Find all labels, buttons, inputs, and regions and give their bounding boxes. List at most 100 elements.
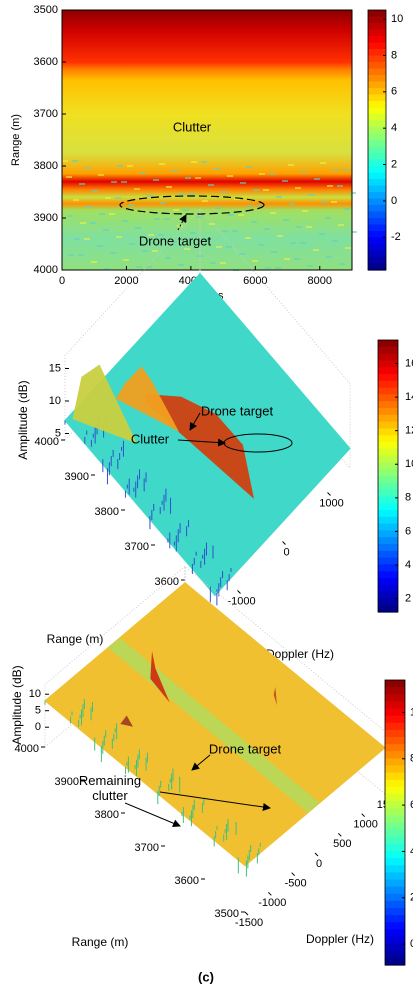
heatmap-texture xyxy=(197,255,203,257)
x-tick-label: 3800 xyxy=(95,506,119,518)
heatmap-texture xyxy=(265,267,271,269)
colorbar-cell xyxy=(385,737,405,745)
colorbar-cell xyxy=(385,801,405,809)
heatmap-texture xyxy=(116,236,122,238)
colorbar-cell xyxy=(368,250,386,258)
colorbar-tick-label: 4 xyxy=(405,559,411,571)
colorbar-cell xyxy=(368,23,386,31)
heatmap-texture xyxy=(216,246,222,248)
colorbar-tick-label: 6 xyxy=(391,86,397,98)
heatmap-texture xyxy=(92,190,98,192)
heatmap-texture xyxy=(104,268,110,270)
colorbar-cell xyxy=(378,401,398,409)
heatmap-texture xyxy=(345,247,351,249)
heatmap-texture xyxy=(140,172,146,174)
colorbar-cell xyxy=(368,75,386,83)
heatmap-texture xyxy=(350,192,356,194)
colorbar-cell xyxy=(385,815,405,824)
colorbar-cell xyxy=(385,751,405,759)
colorbar-cell xyxy=(385,843,405,852)
colorbar-cell xyxy=(368,153,386,161)
heatmap-texture xyxy=(227,175,233,177)
colorbar-cell xyxy=(368,114,386,122)
y-tick xyxy=(361,813,366,818)
heatmap-texture xyxy=(117,165,123,167)
colorbar-cell xyxy=(378,489,398,497)
z-tick-label: 15 xyxy=(49,362,61,374)
colorbar-cell xyxy=(385,957,405,966)
colorbar-cell xyxy=(385,701,405,710)
annotation-arrow xyxy=(177,214,187,231)
colorbar-cell xyxy=(368,107,386,115)
colorbar-cell xyxy=(385,836,405,845)
y-tick xyxy=(244,911,249,916)
colorbar-cell xyxy=(378,523,398,531)
colorbar-tick-label: 8 xyxy=(405,492,411,504)
heatmap-texture xyxy=(166,186,172,188)
plot-frame xyxy=(61,9,353,271)
z-tick-label: 0 xyxy=(35,721,41,733)
heatmap-texture xyxy=(314,178,320,180)
x-tick-label: 3600 xyxy=(155,576,179,588)
colorbar-cell xyxy=(385,872,405,881)
colorbar-cell xyxy=(378,557,398,565)
x-tick-label: 3700 xyxy=(125,541,149,553)
colorbar-frame xyxy=(384,679,406,966)
z-tick-label: 5 xyxy=(55,427,61,439)
colorbar-cell xyxy=(385,886,405,895)
heatmap-texture xyxy=(226,246,232,248)
z-tick-label: 5 xyxy=(35,705,41,717)
colorbar-cell xyxy=(378,455,398,463)
colorbar-cell xyxy=(385,822,405,831)
heatmap-texture xyxy=(164,218,170,220)
colorbar-cell xyxy=(385,922,405,930)
colorbar-cell xyxy=(385,929,405,938)
annotation: Clutter xyxy=(131,431,170,446)
colorbar-cell xyxy=(378,414,398,423)
heatmap-texture xyxy=(86,206,92,208)
heatmap-texture xyxy=(134,188,140,190)
heatmap-texture xyxy=(215,207,221,209)
heatmap-texture xyxy=(271,251,277,253)
colorbar-cell xyxy=(378,584,398,593)
colorbar-cell xyxy=(378,476,398,484)
heatmap-texture xyxy=(246,166,252,168)
heatmap-texture xyxy=(185,177,191,179)
y-tick-label: 1000 xyxy=(353,819,377,831)
heatmap-texture xyxy=(308,194,314,196)
colorbar-cell xyxy=(378,503,398,511)
heatmap-texture xyxy=(257,205,263,207)
annotation: Drone target xyxy=(139,233,212,248)
heatmap-texture xyxy=(326,256,332,258)
colorbar-cell xyxy=(368,88,386,96)
heatmap-texture xyxy=(339,263,345,265)
colorbar-cell xyxy=(385,786,405,795)
heatmap-texture xyxy=(152,250,158,252)
heatmap-texture xyxy=(127,165,133,167)
z-axis-label: Amplitude (dB) xyxy=(10,665,24,744)
heatmap-texture xyxy=(115,197,121,199)
colorbar-cell xyxy=(368,244,386,252)
heatmap-texture xyxy=(135,227,141,229)
heatmap-texture xyxy=(153,179,159,181)
colorbar-cell xyxy=(368,94,386,102)
y-tick-label: 3700 xyxy=(34,108,58,120)
heatmap-texture xyxy=(294,258,300,260)
heatmap-texture xyxy=(97,245,103,247)
colorbar-cell xyxy=(378,394,398,402)
colorbar-cell xyxy=(378,530,398,538)
heatmap-texture xyxy=(172,170,178,172)
heatmap-texture xyxy=(259,173,265,175)
heatmap-texture xyxy=(111,181,117,183)
colorbar-cell xyxy=(368,68,386,76)
heatmap-texture xyxy=(136,266,142,268)
heatmap-texture xyxy=(110,252,116,254)
heatmap-texture xyxy=(123,259,129,261)
heatmap-texture xyxy=(239,253,245,255)
heatmap-texture xyxy=(146,266,152,268)
heatmap-texture xyxy=(238,214,244,216)
y-tick xyxy=(282,541,286,545)
colorbar-tick-label: 2 xyxy=(410,892,413,904)
colorbar-cell xyxy=(378,469,398,477)
